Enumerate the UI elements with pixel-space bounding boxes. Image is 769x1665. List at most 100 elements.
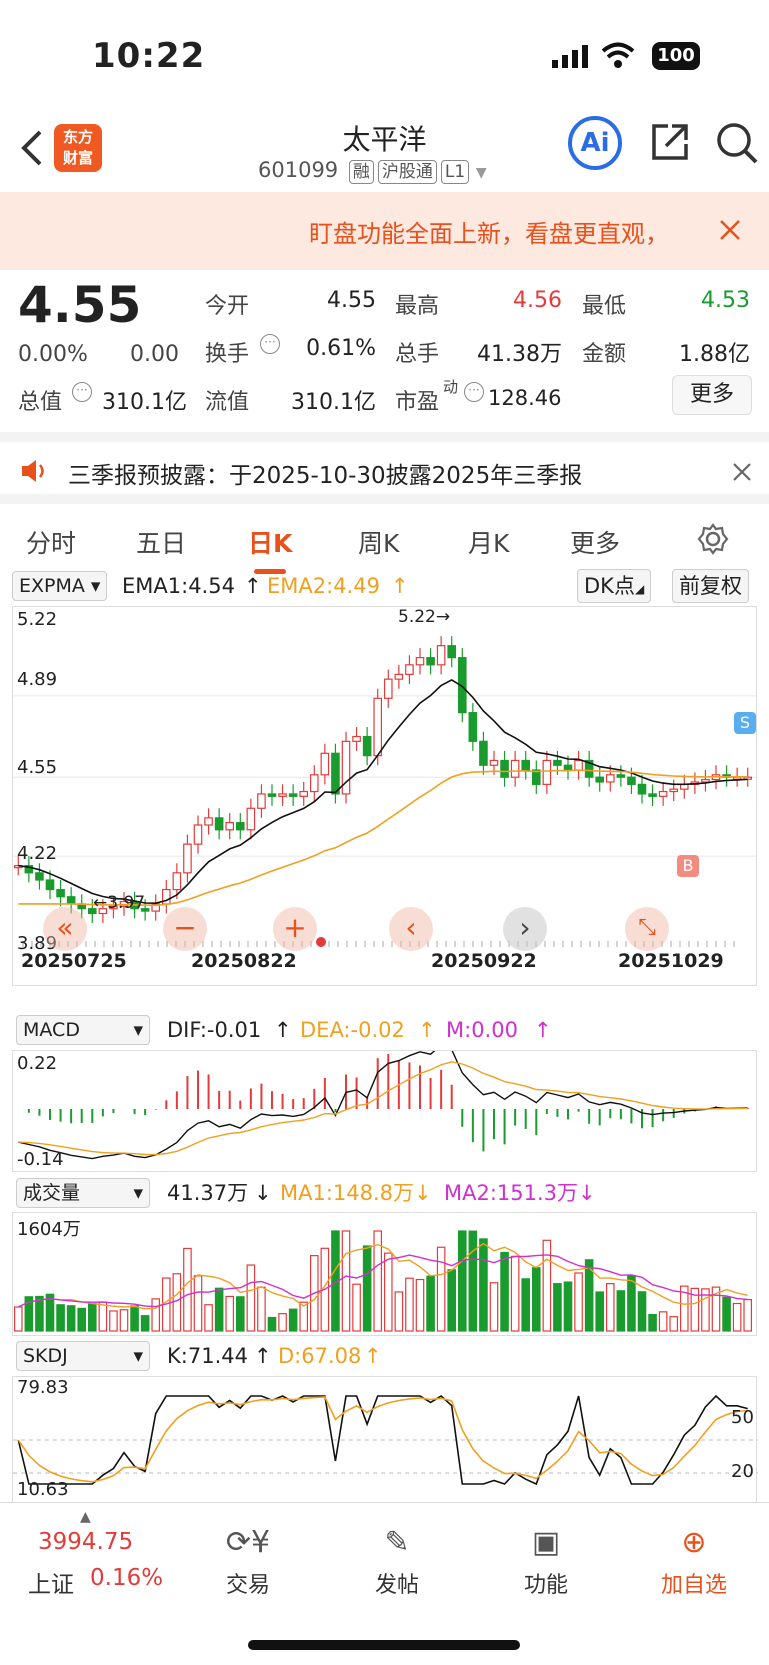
buy-marker[interactable]: B — [677, 855, 699, 877]
x-label: 20250822 — [191, 950, 297, 972]
zoom-in-icon[interactable]: + — [273, 907, 317, 951]
candle-body — [87, 908, 97, 915]
indicator-select[interactable]: EXPMA ▾ — [12, 571, 108, 601]
ai-button[interactable]: Ai — [568, 116, 622, 170]
notice-bar[interactable]: 三季报预披露：于2025-10-30披露2025年三季报 — [0, 432, 769, 494]
chevron-left-icon[interactable]: ‹ — [389, 907, 433, 951]
scroll-left-fast-icon[interactable]: « — [43, 907, 87, 951]
status-time: 10:22 — [92, 36, 206, 76]
nav-function[interactable]: ▣ 功能 — [486, 1503, 606, 1599]
volume-bar — [711, 1286, 721, 1332]
index-name[interactable]: 上证 — [28, 1572, 74, 1598]
volume-bar — [669, 1316, 679, 1332]
close-icon[interactable] — [718, 218, 742, 246]
volume-chart — [13, 1230, 753, 1332]
candle-body — [394, 673, 404, 680]
dea-label: DEA:-0.02 — [300, 1018, 405, 1042]
float-value: 310.1亿 — [291, 390, 376, 415]
skdj-select[interactable]: SKDJ ▾ — [16, 1341, 150, 1371]
candle-body — [172, 872, 182, 891]
info-icon[interactable]: ··· — [260, 334, 280, 354]
high-value: 4.56 — [513, 288, 562, 313]
kline-chart[interactable] — [13, 607, 758, 947]
dif-label: DIF:-0.01 — [167, 1018, 262, 1042]
candle-body — [616, 774, 626, 778]
chevron-down-icon[interactable]: ▼ — [475, 165, 487, 181]
volume-bar — [405, 1277, 414, 1332]
volume-bar — [531, 1267, 541, 1332]
kline-legend: EXPMA ▾ EMA1:4.54 ↑ EMA2:4.49 ↑ DK点◢ 前复权 — [12, 568, 757, 604]
nav-post-label: 发帖 — [374, 1573, 419, 1598]
tab-weekly-k[interactable]: 周K — [358, 529, 400, 558]
back-icon[interactable] — [16, 128, 46, 172]
stock-code-line: 601099 融沪股通 L1 ▼ — [258, 158, 487, 184]
search-icon[interactable] — [714, 120, 760, 170]
volume-bar — [658, 1311, 668, 1332]
info-icon[interactable]: ··· — [72, 382, 92, 402]
macd-y-top: 0.22 — [17, 1053, 58, 1074]
triangle-up-icon: ▲ — [80, 1509, 91, 1525]
candle-body — [637, 783, 647, 795]
volume-bar — [648, 1313, 657, 1332]
promo-banner[interactable]: 盯盘功能全面上新，看盘更直观， — [0, 192, 769, 270]
candle-body — [531, 769, 541, 785]
info-icon[interactable]: ··· — [464, 382, 484, 402]
candle-body — [320, 752, 330, 776]
skdj-label: SKDJ — [23, 1345, 68, 1367]
chevron-right-icon[interactable]: › — [503, 907, 547, 951]
volume-bar — [246, 1264, 256, 1332]
sell-marker[interactable]: S — [734, 712, 756, 734]
volume-y-top: 1604万 — [17, 1219, 81, 1240]
candle-body — [489, 759, 499, 766]
skdj-line-20: 20 — [731, 1461, 754, 1482]
fullscreen-icon[interactable]: ⤡ — [625, 907, 669, 951]
tab-monthly-k[interactable]: 月K — [468, 529, 510, 558]
candle-body — [56, 888, 65, 898]
gear-icon[interactable] — [696, 522, 730, 560]
index-value[interactable]: 3994.75 — [38, 1529, 134, 1555]
arrow-up-icon: ↑ — [364, 1344, 382, 1368]
grid-icon: ▣ — [531, 1525, 561, 1560]
adjust-button[interactable]: 前复权 — [672, 569, 749, 603]
skdj-panel[interactable]: 79.83 10.63 50 20 — [12, 1376, 758, 1502]
dk-point-button[interactable]: DK点◢ — [577, 569, 652, 603]
volume-bar — [56, 1304, 65, 1332]
volume-bar — [510, 1255, 520, 1332]
nav-post[interactable]: ✎ 发帖 — [337, 1503, 457, 1599]
volume-bar — [415, 1278, 425, 1332]
speaker-icon — [20, 458, 48, 488]
ema2-line — [18, 769, 748, 906]
macd-panel[interactable]: 0.22 -0.14 — [12, 1050, 757, 1172]
zoom-out-icon[interactable]: − — [163, 907, 207, 951]
nav-trade[interactable]: ⟳¥ 交易 — [188, 1503, 308, 1599]
volume-bar — [690, 1287, 700, 1332]
tab-more[interactable]: 更多 — [570, 529, 621, 558]
app-logo[interactable]: 东方 财富 — [54, 124, 102, 172]
tab-daily-k[interactable]: 日K — [248, 524, 292, 574]
arrow-up-icon: ↑ — [274, 1018, 292, 1042]
volume-bar — [542, 1239, 552, 1332]
index-pct[interactable]: 0.16% — [90, 1565, 164, 1591]
more-button[interactable]: 更多 — [672, 375, 752, 415]
tab-five-day[interactable]: 五日 — [136, 529, 187, 558]
candle-body — [510, 759, 520, 778]
volume-select[interactable]: 成交量 ▾ — [16, 1178, 150, 1208]
volume-panel[interactable]: 1604万 — [12, 1212, 757, 1336]
stock-header: 东方 财富 太平洋 601099 融沪股通 L1 ▼ Ai — [0, 110, 769, 192]
tab-timeshare[interactable]: 分时 — [26, 529, 77, 558]
candle-body — [331, 752, 340, 795]
volume-bar — [383, 1252, 393, 1332]
max-price-mark: 5.22→ — [398, 607, 451, 627]
amount-label: 金额 — [582, 342, 627, 367]
volume-bar — [362, 1245, 372, 1332]
macd-select[interactable]: MACD ▾ — [16, 1015, 150, 1045]
nav-add-watchlist[interactable]: ⊕ 加自选 — [634, 1503, 754, 1599]
kline-panel[interactable]: 5.22 4.89 4.55 4.22 3.89 5.22→ ←3.97 S B… — [12, 606, 758, 954]
share-icon[interactable] — [648, 120, 692, 168]
candle-body — [35, 872, 44, 881]
close-icon[interactable] — [732, 462, 752, 486]
mktcap-label: 总值 — [18, 390, 63, 415]
volume-bar — [679, 1285, 689, 1332]
skdj-line-50: 50 — [731, 1407, 754, 1428]
volume-bar — [574, 1272, 583, 1332]
